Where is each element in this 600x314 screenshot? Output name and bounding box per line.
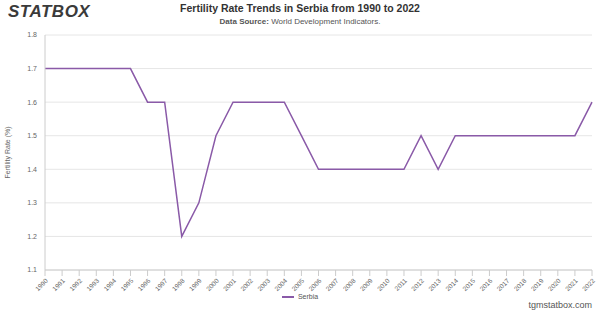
svg-text:2019: 2019 [530,277,545,292]
svg-text:2010: 2010 [376,277,391,292]
svg-text:2003: 2003 [256,277,271,292]
svg-text:1.3: 1.3 [27,199,37,206]
svg-text:2017: 2017 [495,277,510,292]
svg-text:2022: 2022 [581,277,592,292]
svg-text:1.2: 1.2 [27,233,37,240]
svg-text:1992: 1992 [68,277,83,292]
svg-text:Fertility Rate (%): Fertility Rate (%) [8,126,12,178]
svg-text:2000: 2000 [205,277,220,292]
svg-text:2009: 2009 [359,277,374,292]
svg-text:1.1: 1.1 [27,266,37,273]
svg-text:2020: 2020 [547,277,562,292]
html-text:STATBOX: STATBOX [8,2,91,21]
svg-text:2021: 2021 [564,277,579,292]
svg-text:2008: 2008 [341,277,356,292]
svg-text:2004: 2004 [273,277,288,292]
svg-text:1.7: 1.7 [27,65,37,72]
svg-text:1990: 1990 [34,277,49,292]
svg-text:1998: 1998 [171,277,186,292]
svg-text:1.5: 1.5 [27,132,37,139]
svg-text:1991: 1991 [51,277,66,292]
svg-text:2018: 2018 [512,277,527,292]
svg-text:1.8: 1.8 [27,31,37,38]
svg-text:2002: 2002 [239,277,254,292]
svg-text:2006: 2006 [307,277,322,292]
svg-text:2007: 2007 [324,277,339,292]
html-text:tgmstatbox.com: tgmstatbox.com [528,300,592,310]
svg-text:2015: 2015 [461,277,476,292]
svg-text:1999: 1999 [188,277,203,292]
svg-text:1997: 1997 [153,277,168,292]
svg-text:2013: 2013 [427,277,442,292]
svg-text:1.6: 1.6 [27,99,37,106]
svg-text:2011: 2011 [393,277,408,292]
html-text:Data Source: World Development: Data Source: World Development Indicator… [219,17,381,26]
svg-text:1995: 1995 [119,277,134,292]
svg-text:2005: 2005 [290,277,305,292]
svg-text:2014: 2014 [444,277,459,292]
html-text:Serbia: Serbia [297,293,319,300]
svg-text:2016: 2016 [478,277,493,292]
svg-text:2001: 2001 [222,277,237,292]
svg-text:1.4: 1.4 [27,166,37,173]
html-text:Fertility Rate Trends in Serbi: Fertility Rate Trends in Serbia from 199… [180,2,420,14]
svg-text:2012: 2012 [410,277,425,292]
svg-text:1994: 1994 [102,277,117,292]
svg-text:1993: 1993 [85,277,100,292]
svg-text:1996: 1996 [136,277,151,292]
